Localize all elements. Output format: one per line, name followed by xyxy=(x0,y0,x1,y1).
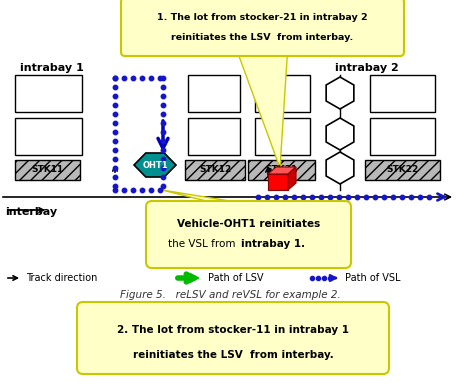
Text: intrabay 1: intrabay 1 xyxy=(20,63,84,73)
Bar xyxy=(370,75,435,112)
FancyBboxPatch shape xyxy=(185,160,245,180)
Text: the VSL from: the VSL from xyxy=(168,239,238,249)
FancyBboxPatch shape xyxy=(15,160,80,180)
Text: 2. The lot from stocker-11 in intrabay 1: 2. The lot from stocker-11 in intrabay 1 xyxy=(117,325,349,335)
Text: Vehicle-OHT1 reinitiates: Vehicle-OHT1 reinitiates xyxy=(177,219,320,229)
Text: STK22: STK22 xyxy=(386,166,419,175)
Bar xyxy=(188,118,240,155)
FancyBboxPatch shape xyxy=(77,302,389,374)
Text: STK11: STK11 xyxy=(31,166,64,175)
Polygon shape xyxy=(326,77,354,109)
FancyBboxPatch shape xyxy=(365,160,440,180)
Bar xyxy=(255,75,310,112)
Bar xyxy=(15,75,82,112)
Text: interbay: interbay xyxy=(5,207,57,217)
Text: intrabay 1.: intrabay 1. xyxy=(241,239,305,249)
Polygon shape xyxy=(288,167,296,190)
Text: Figure 5.   reLSV and reVSL for example 2.: Figure 5. reLSV and reVSL for example 2. xyxy=(119,290,340,300)
Text: STK12: STK12 xyxy=(199,166,231,175)
Text: reinitiates the LSV  from interbay.: reinitiates the LSV from interbay. xyxy=(171,34,354,43)
Text: Path of LSV: Path of LSV xyxy=(208,273,264,283)
Bar xyxy=(370,118,435,155)
Polygon shape xyxy=(326,118,354,150)
Polygon shape xyxy=(134,153,176,177)
Text: Path of VSL: Path of VSL xyxy=(345,273,401,283)
FancyBboxPatch shape xyxy=(146,201,351,268)
Text: reinitiates the LSV  from interbay.: reinitiates the LSV from interbay. xyxy=(133,350,333,360)
Bar xyxy=(188,75,240,112)
Bar xyxy=(255,118,310,155)
Text: intrabay 2: intrabay 2 xyxy=(335,63,399,73)
Polygon shape xyxy=(268,167,296,174)
Text: Track direction: Track direction xyxy=(26,273,97,283)
FancyBboxPatch shape xyxy=(121,0,404,56)
Polygon shape xyxy=(162,190,266,207)
Text: OHT1: OHT1 xyxy=(142,161,168,170)
FancyBboxPatch shape xyxy=(248,160,315,180)
Bar xyxy=(268,174,288,190)
Polygon shape xyxy=(326,152,354,184)
Text: STK21: STK21 xyxy=(266,166,298,175)
Bar xyxy=(15,118,82,155)
Polygon shape xyxy=(237,52,288,168)
Text: 1. The lot from stocker-21 in intrabay 2: 1. The lot from stocker-21 in intrabay 2 xyxy=(157,12,368,22)
